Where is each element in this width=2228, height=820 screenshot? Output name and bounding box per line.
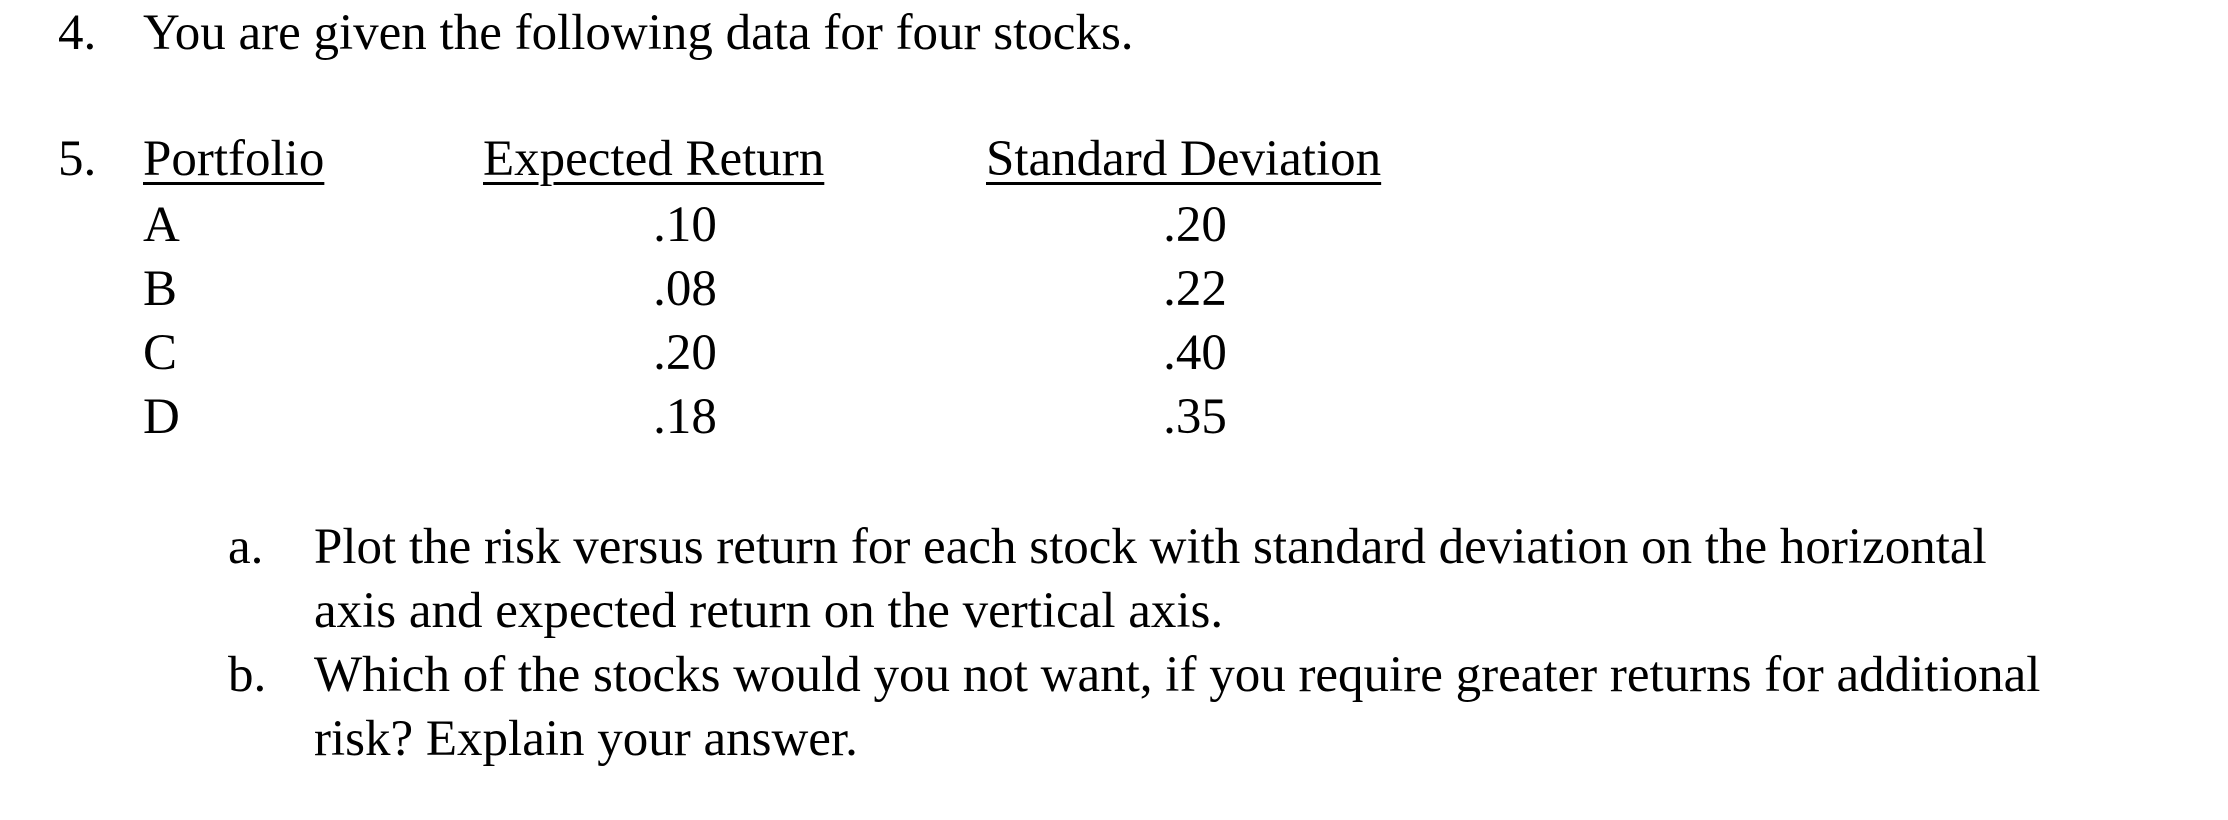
row-d-standard-deviation: .35 xyxy=(1163,389,1227,445)
header-standard-deviation: Standard Deviation xyxy=(986,131,1382,187)
row-a-standard-deviation: .20 xyxy=(1163,197,1227,253)
row-b-expected-return: .08 xyxy=(653,261,717,317)
row-d-portfolio: D xyxy=(143,389,180,445)
row-c-standard-deviation: .40 xyxy=(1163,325,1227,381)
row-b-portfolio: B xyxy=(143,261,178,317)
header-expected-return: Expected Return xyxy=(483,131,825,187)
row-c-expected-return: .20 xyxy=(653,325,717,381)
part-a-label: a. xyxy=(228,519,264,575)
row-b-standard-deviation: .22 xyxy=(1163,261,1227,317)
question-4-number: 4. xyxy=(58,5,97,61)
question-5-number: 5. xyxy=(58,131,97,187)
row-c-portfolio: C xyxy=(143,325,178,381)
row-a-portfolio: A xyxy=(143,197,180,253)
header-portfolio: Portfolio xyxy=(143,131,325,187)
row-d-expected-return: .18 xyxy=(653,389,717,445)
part-a-line-1: Plot the risk versus return for each sto… xyxy=(314,519,1987,575)
row-a-expected-return: .10 xyxy=(653,197,717,253)
question-4-text: You are given the following data for fou… xyxy=(143,5,1134,61)
part-b-label: b. xyxy=(228,647,267,703)
part-b-line-2: risk? Explain your answer. xyxy=(314,711,858,767)
part-b-line-1: Which of the stocks would you not want, … xyxy=(314,647,2041,703)
part-a-line-2: axis and expected return on the vertical… xyxy=(314,583,1224,639)
